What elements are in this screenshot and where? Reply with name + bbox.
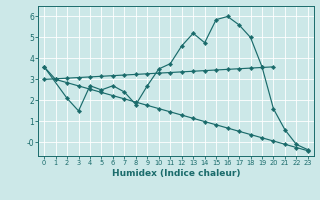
X-axis label: Humidex (Indice chaleur): Humidex (Indice chaleur) xyxy=(112,169,240,178)
